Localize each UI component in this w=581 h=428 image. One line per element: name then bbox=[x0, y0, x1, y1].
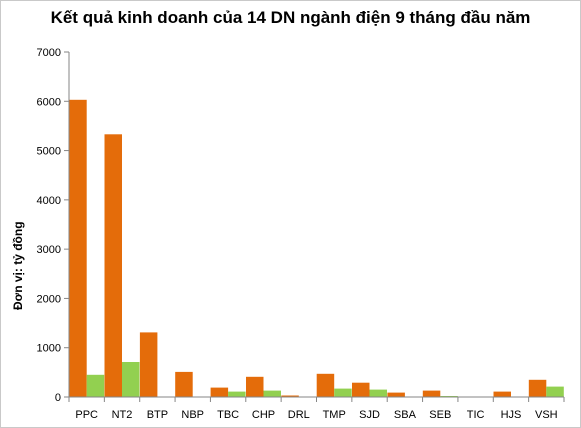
x-tick-label: BTP bbox=[147, 409, 168, 421]
bar-ppc-series-1 bbox=[69, 99, 87, 398]
x-tick-label: SJD bbox=[359, 409, 380, 421]
x-tick-label: SEB bbox=[429, 409, 451, 421]
bar-tbc-series-1 bbox=[210, 387, 229, 397]
y-tick-label: 2000 bbox=[37, 293, 61, 305]
x-tick-label: NT2 bbox=[112, 409, 133, 421]
x-tick-label: CHP bbox=[252, 409, 275, 421]
bar-nt2-series-1 bbox=[104, 134, 122, 398]
bar-vsh-series-2 bbox=[546, 386, 564, 397]
bar-nt2-series-2 bbox=[122, 362, 140, 397]
x-tick-label: DRL bbox=[288, 409, 310, 421]
y-tick-label: 3000 bbox=[37, 244, 61, 256]
bar-drl-series-1 bbox=[281, 395, 299, 397]
y-tick-label: 0 bbox=[55, 392, 61, 404]
y-tick-label: 1000 bbox=[37, 343, 61, 355]
x-tick-label: TBC bbox=[217, 409, 239, 421]
bar-tbc-series-2 bbox=[228, 391, 246, 397]
bar-chp-series-2 bbox=[263, 390, 281, 397]
x-tick-label: HJS bbox=[501, 409, 522, 421]
x-tick-label: TMP bbox=[323, 409, 346, 421]
bar-seb-series-1 bbox=[422, 390, 441, 397]
bar-sjd-series-1 bbox=[352, 382, 370, 397]
bar-sba-series-1 bbox=[387, 392, 405, 397]
y-tick-label: 5000 bbox=[37, 146, 61, 158]
y-tick-label: 4000 bbox=[37, 195, 61, 207]
bar-ppc-series-2 bbox=[86, 374, 105, 397]
bar-btp-series-1 bbox=[139, 332, 158, 397]
x-tick-label: NBP bbox=[181, 409, 204, 421]
chart-title: Kết quả kinh doanh của 14 DN ngành điện … bbox=[50, 8, 531, 27]
bar-nbp-series-1 bbox=[175, 371, 193, 397]
bar-chp-series-1 bbox=[246, 376, 264, 397]
x-tick-label: TIC bbox=[467, 409, 485, 421]
bar-vsh-series-1 bbox=[528, 379, 547, 398]
bar-tmp-series-1 bbox=[316, 373, 335, 397]
bar-sjd-series-2 bbox=[369, 389, 387, 397]
bar-hjs-series-1 bbox=[493, 391, 511, 397]
y-tick-label: 7000 bbox=[37, 47, 61, 59]
x-tick-label: VSH bbox=[535, 409, 558, 421]
y-tick-label: 6000 bbox=[37, 96, 61, 108]
x-tick-label: PPC bbox=[75, 409, 98, 421]
bar-tmp-series-2 bbox=[334, 388, 352, 397]
x-tick-label: SBA bbox=[394, 409, 417, 421]
